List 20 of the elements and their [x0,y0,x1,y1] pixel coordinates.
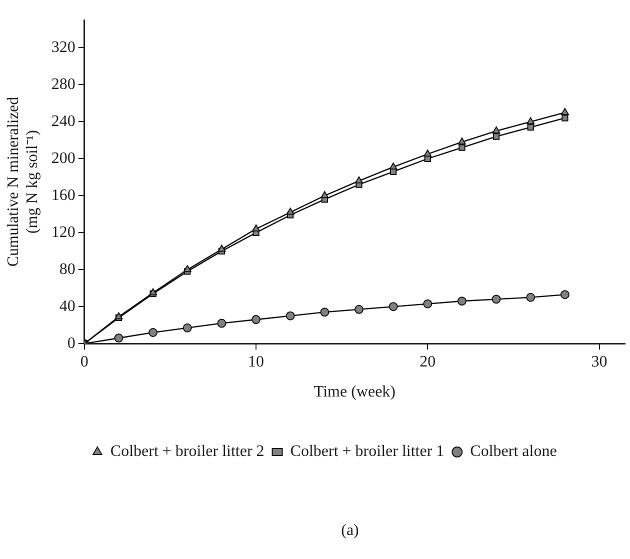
y-tick-label: 320 [51,38,76,56]
x-axis-title: Time (week) [314,384,396,401]
y-tick-label: 0 [67,334,76,352]
text: Cumulative N mineralized [4,96,22,267]
y-tick-label: 120 [51,224,76,241]
y-tick-label: 80 [59,260,76,278]
y-tick-label: 240 [51,112,76,130]
text: (mg N kg soil⁻¹) [24,130,42,234]
legend-label: Colbert alone [470,443,557,460]
legend-label: Colbert + broiler litter 1 [290,443,444,460]
y-tick-label: 40 [59,298,76,315]
x-tick-label: 30 [591,353,608,370]
x-tick-label: 20 [420,353,436,370]
y-tick-label: 160 [51,186,76,204]
x-tick-label: 10 [248,353,264,370]
y-tick-label: 280 [51,76,76,93]
x-tick-label: 0 [80,353,88,370]
text: (a) [340,522,360,540]
legend-label: Colbert + broiler litter 2 [110,443,264,460]
y-tick-label: 200 [51,150,76,167]
